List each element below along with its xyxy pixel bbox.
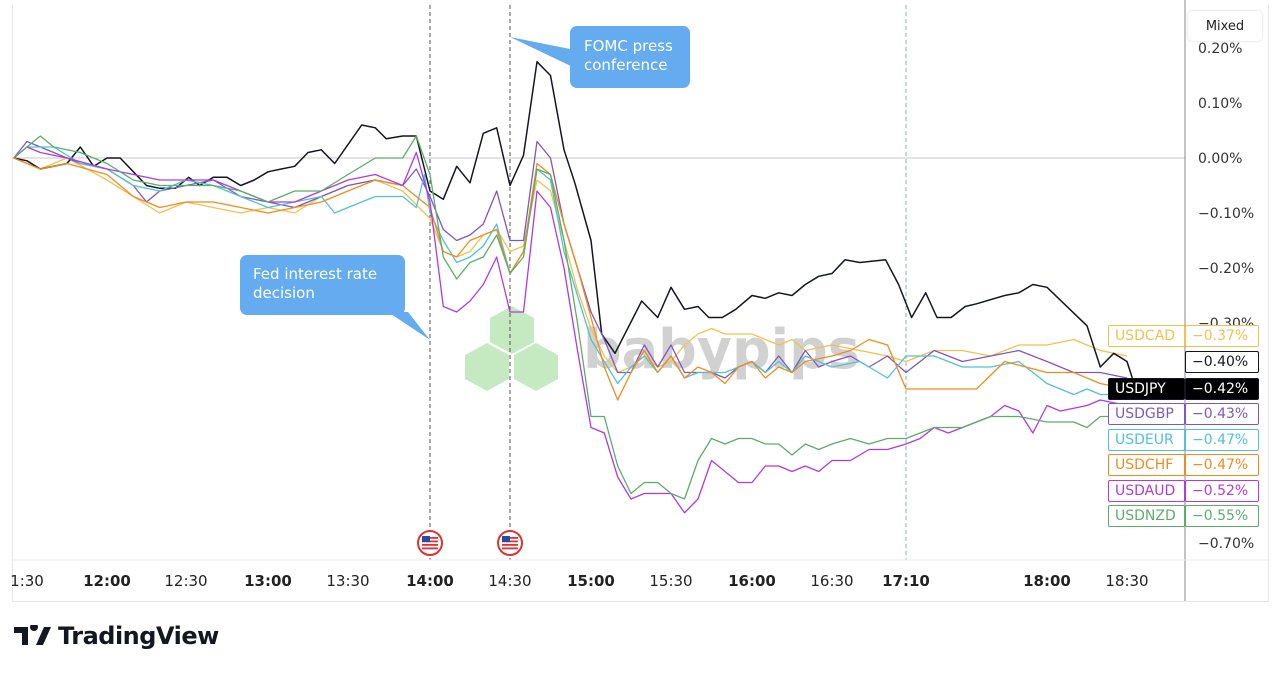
x-tick-label: 17:10	[882, 572, 930, 590]
x-tick-label: 16:00	[728, 572, 776, 590]
tradingview-logo[interactable]: TradingView	[14, 622, 219, 650]
series-line-usdchf	[13, 157, 1128, 401]
y-tick-label: 0.20%	[1198, 41, 1242, 57]
chart-frame	[12, 5, 1269, 602]
fomc-callout-line1: FOMC press	[584, 37, 673, 55]
series-value-label: −0.37%	[1185, 325, 1259, 347]
scale-mode-button[interactable]: Mixed	[1188, 11, 1262, 41]
series-value-label: −0.52%	[1185, 480, 1259, 502]
series-line-usdeur	[13, 146, 1127, 396]
crosshair-value-label: −0.40%	[1185, 351, 1259, 373]
fomc-callout[interactable]: FOMC press conference	[510, 26, 690, 88]
series-line-usdnzd	[13, 135, 1127, 500]
series-symbol-label: USDGBP	[1108, 403, 1185, 425]
y-tick-label: 0.10%	[1198, 96, 1242, 112]
series-line-usdgbp	[13, 140, 1128, 379]
y-tick-label: −0.10%	[1198, 206, 1254, 222]
series-symbol-label: USDJPY	[1108, 378, 1185, 400]
y-tick-label: −0.20%	[1198, 261, 1254, 277]
x-tick-label: 14:00	[406, 572, 454, 590]
x-tick-label: 15:30	[649, 572, 692, 590]
series-symbol-label: USDEUR	[1108, 429, 1185, 451]
series-value-label: −0.43%	[1185, 403, 1259, 425]
series-value-label: −0.47%	[1185, 429, 1259, 451]
series-value-label: −0.42%	[1185, 378, 1259, 400]
y-tick-label: −0.70%	[1198, 536, 1254, 552]
x-tick-label: 18:00	[1023, 572, 1071, 590]
fomc-callout-line2: conference	[584, 56, 668, 74]
x-tick-label: 1:30	[10, 572, 44, 590]
watermark-text: babypips	[583, 318, 860, 381]
babypips-watermark: babypips	[465, 306, 860, 391]
fed-callout-line1: Fed interest rate	[253, 265, 377, 283]
fed-callout-line2: decision	[253, 284, 315, 302]
x-tick-label: 12:00	[83, 572, 131, 590]
fed-callout[interactable]: Fed interest rate decision	[240, 255, 430, 340]
series-line-usdjpy	[13, 61, 1134, 379]
x-tick-label: 12:30	[164, 572, 207, 590]
series-symbol-label: USDAUD	[1108, 480, 1185, 502]
x-tick-label: 18:30	[1105, 572, 1148, 590]
series-symbol-label: USDNZD	[1108, 505, 1185, 527]
chart-canvas[interactable]: babypips 0.20% 0.10% 0.00% −0.10% −0.20% −0.3…	[0, 0, 1280, 610]
series-symbol-label: USDCHF	[1108, 454, 1185, 476]
brand-name: TradingView	[58, 622, 219, 650]
y-tick-label: 0.00%	[1198, 151, 1242, 167]
x-tick-label: 16:30	[810, 572, 853, 590]
series-value-label: −0.55%	[1185, 505, 1259, 527]
tradingview-logo-icon	[14, 625, 51, 645]
series-line-usdaud	[13, 146, 1128, 514]
series-symbol-label: USDCAD	[1108, 325, 1185, 347]
series-line-usdcad	[13, 157, 1128, 374]
x-tick-label: 13:00	[244, 572, 292, 590]
x-tick-label: 13:30	[326, 572, 369, 590]
us-flag-icon[interactable]	[497, 530, 523, 556]
series-value-label: −0.47%	[1185, 454, 1259, 476]
us-flag-icon[interactable]	[417, 530, 443, 556]
x-tick-label: 14:30	[488, 572, 531, 590]
x-tick-label: 15:00	[567, 572, 615, 590]
